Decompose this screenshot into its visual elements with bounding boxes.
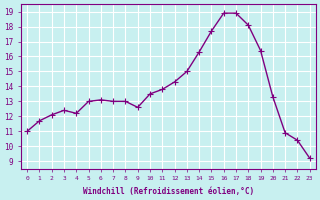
X-axis label: Windchill (Refroidissement éolien,°C): Windchill (Refroidissement éolien,°C) <box>83 187 254 196</box>
